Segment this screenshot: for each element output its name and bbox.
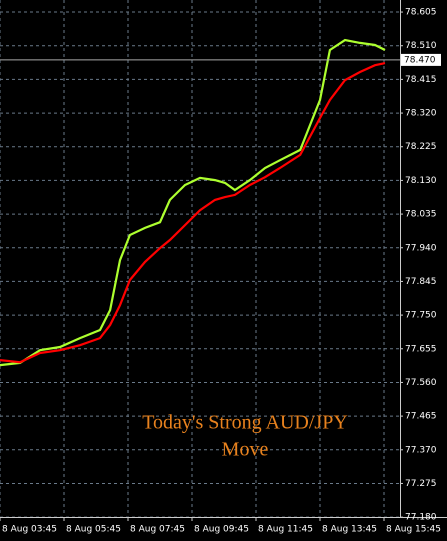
y-tick-label: 78.225 bbox=[405, 142, 437, 152]
x-tick-label: 8 Aug 11:45 bbox=[258, 525, 313, 535]
annotation: Today's Strong AUD/JPY bbox=[142, 412, 348, 434]
y-tick-label: 77.180 bbox=[405, 513, 437, 523]
ma-line bbox=[0, 38, 386, 367]
y-tick-label: 78.510 bbox=[405, 41, 437, 51]
y-tick-label: 77.750 bbox=[405, 311, 437, 321]
current-price-box bbox=[401, 53, 441, 66]
y-tick-label: 77.940 bbox=[405, 243, 437, 253]
plot bbox=[0, 38, 386, 367]
y-tick-label: 78.130 bbox=[405, 176, 437, 186]
y-tick-label: 77.370 bbox=[405, 445, 437, 455]
x-tick-label: 8 Aug 15:45 bbox=[386, 525, 441, 535]
y-tick-label: 77.560 bbox=[405, 378, 437, 388]
y-tick-label: 78.320 bbox=[405, 109, 437, 119]
y-tick-label: 77.275 bbox=[405, 479, 437, 489]
annotation: Move bbox=[222, 439, 269, 461]
y-tick-label: 77.655 bbox=[405, 344, 437, 354]
y-tick-label: 78.605 bbox=[405, 8, 437, 18]
x-tick-label: 8 Aug 03:45 bbox=[2, 525, 57, 535]
x-tick-label: 8 Aug 13:45 bbox=[322, 525, 377, 535]
x-tick-label: 8 Aug 07:45 bbox=[130, 525, 185, 535]
current-price-label: 78.470 bbox=[404, 55, 436, 65]
y-tick-label: 78.415 bbox=[405, 75, 437, 85]
x-tick-label: 8 Aug 05:45 bbox=[66, 525, 121, 535]
y-tick-label: 77.465 bbox=[405, 412, 437, 422]
y-tick-label: 77.845 bbox=[405, 277, 437, 287]
ma-line bbox=[0, 62, 386, 364]
y-tick-label: 78.035 bbox=[405, 210, 437, 220]
x-tick-label: 8 Aug 09:45 bbox=[194, 525, 249, 535]
